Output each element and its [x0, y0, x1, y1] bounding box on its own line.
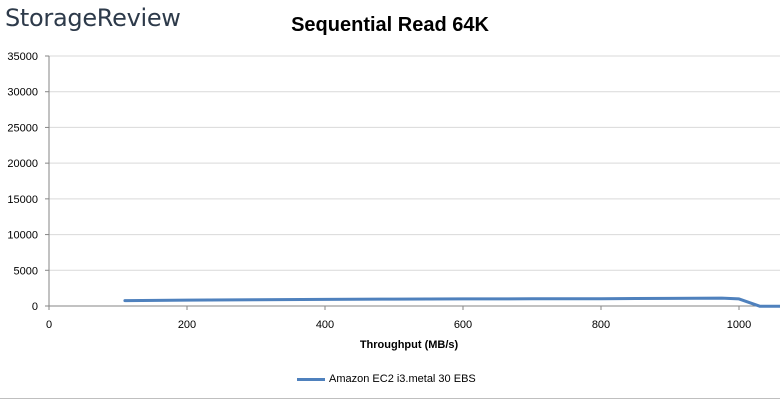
brand-logo: StorageReview — [5, 4, 181, 32]
series-line-0 — [123, 296, 780, 308]
x-tick-label: 200 — [178, 319, 196, 331]
y-tick-label: 20000 — [7, 158, 38, 170]
x-tick-label: 600 — [454, 319, 472, 331]
chart-title: Sequential Read 64K — [291, 14, 489, 36]
y-tick-label: 35000 — [7, 51, 38, 63]
y-tick-label: 15000 — [7, 194, 38, 206]
y-tick-label: 0 — [32, 301, 38, 313]
x-tick-label: 1000 — [727, 319, 751, 331]
series-lines — [123, 296, 780, 308]
legend-swatch-line — [297, 377, 325, 381]
y-tick-label: 25000 — [7, 122, 38, 134]
y-tick-labels: 0 5000 10000 15000 20000 25000 30000 35000 — [7, 51, 38, 313]
bottom-divider — [0, 398, 780, 399]
axes — [45, 55, 780, 310]
x-tick-label: 800 — [592, 319, 610, 331]
legend: Amazon EC2 i3.metal 30 EBS — [297, 373, 476, 385]
x-axis-label: Throughput (MB/s) — [360, 339, 459, 351]
y-tick-label: 10000 — [7, 230, 38, 242]
x-tick-labels: 020040060080010001 — [46, 319, 751, 331]
x-tick-label: 0 — [46, 319, 52, 331]
y-tick-label: 30000 — [7, 87, 38, 99]
x-tick-label: 400 — [316, 319, 334, 331]
y-tick-label: 5000 — [14, 265, 38, 277]
grid-lines — [49, 55, 780, 271]
legend-entry-label: Amazon EC2 i3.metal 30 EBS — [329, 373, 476, 385]
